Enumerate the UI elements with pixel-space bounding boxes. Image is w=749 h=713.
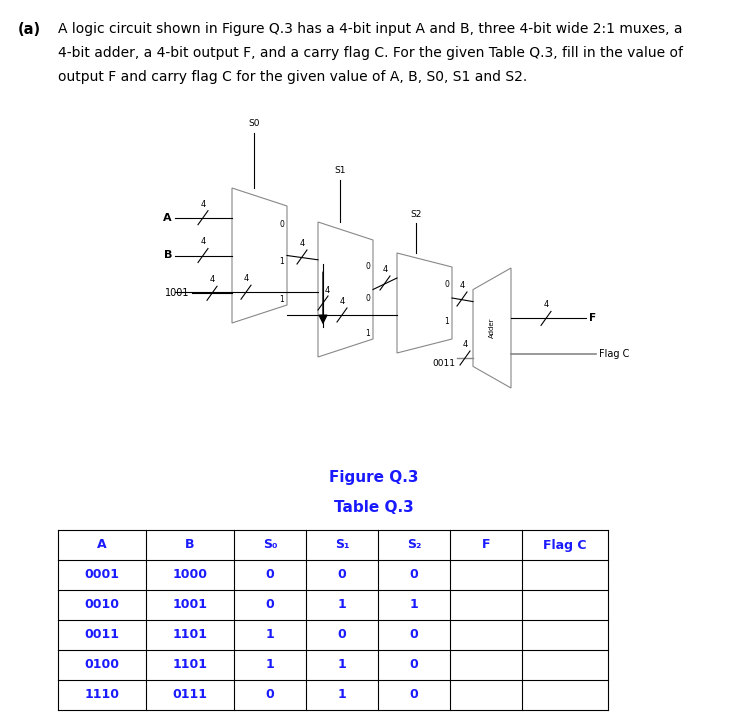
Text: 0: 0 [444,280,449,289]
Text: 1: 1 [338,689,346,702]
Text: S2: S2 [410,210,422,219]
Text: Table Q.3: Table Q.3 [334,500,414,515]
Text: Flag C: Flag C [599,349,629,359]
Text: 1001: 1001 [172,598,207,612]
Text: 0: 0 [410,689,419,702]
Text: 4: 4 [459,281,464,290]
Text: S0: S0 [248,119,260,128]
Text: 4: 4 [543,300,548,309]
Text: 0001: 0001 [85,568,120,582]
Text: B: B [185,538,195,551]
Text: 4: 4 [201,200,206,209]
Text: 0: 0 [338,628,346,642]
Text: 0100: 0100 [85,659,120,672]
Text: 1101: 1101 [172,659,207,672]
Text: F: F [589,314,596,324]
Text: (a): (a) [18,22,41,37]
Text: 0011: 0011 [432,359,455,368]
Text: 0010: 0010 [85,598,120,612]
Text: B: B [163,250,172,260]
Text: 1: 1 [444,317,449,326]
Text: 0011: 0011 [85,628,120,642]
Text: 4: 4 [210,275,215,284]
Text: 1: 1 [338,598,346,612]
Text: 0: 0 [279,220,284,229]
Text: 0111: 0111 [172,689,207,702]
Text: output F and carry flag C for the given value of A, B, S0, S1 and S2.: output F and carry flag C for the given … [58,70,527,84]
Text: F: F [482,538,491,551]
Text: S₁: S₁ [335,538,349,551]
Text: 0: 0 [410,659,419,672]
Text: 1101: 1101 [172,628,207,642]
Text: 4: 4 [300,239,305,248]
Text: Figure Q.3: Figure Q.3 [330,470,419,485]
Text: 1: 1 [410,598,419,612]
Text: 1: 1 [266,628,274,642]
Text: 0: 0 [266,689,274,702]
Text: 0: 0 [365,294,370,303]
Text: 4: 4 [462,340,467,349]
Text: A: A [97,538,107,551]
Text: 0: 0 [266,568,274,582]
Text: 4-bit adder, a 4-bit output F, and a carry flag C. For the given Table Q.3, fill: 4-bit adder, a 4-bit output F, and a car… [58,46,683,60]
Text: Flag C: Flag C [543,538,586,551]
Text: 1: 1 [266,659,274,672]
Text: 1: 1 [279,257,284,267]
Text: 1: 1 [338,659,346,672]
Text: 4: 4 [339,297,345,306]
Text: S1: S1 [334,166,346,175]
Text: 0: 0 [365,262,370,271]
Text: S₀: S₀ [263,538,277,551]
Text: 4: 4 [243,275,249,283]
Text: 0: 0 [410,568,419,582]
Text: A logic circuit shown in Figure Q.3 has a 4-bit input A and B, three 4-bit wide : A logic circuit shown in Figure Q.3 has … [58,22,682,36]
Text: 1001: 1001 [165,288,189,298]
Text: 4: 4 [325,286,330,295]
Text: S₂: S₂ [407,538,421,551]
Text: 1000: 1000 [172,568,207,582]
Text: 1: 1 [366,329,370,338]
Text: 0: 0 [338,568,346,582]
Text: 1110: 1110 [85,689,120,702]
Text: A: A [163,212,172,222]
Text: 4: 4 [383,265,388,274]
Text: 4: 4 [201,237,206,247]
Text: 0: 0 [410,628,419,642]
Text: 1: 1 [279,295,284,304]
Text: 0: 0 [266,598,274,612]
Text: Adder: Adder [489,318,495,338]
